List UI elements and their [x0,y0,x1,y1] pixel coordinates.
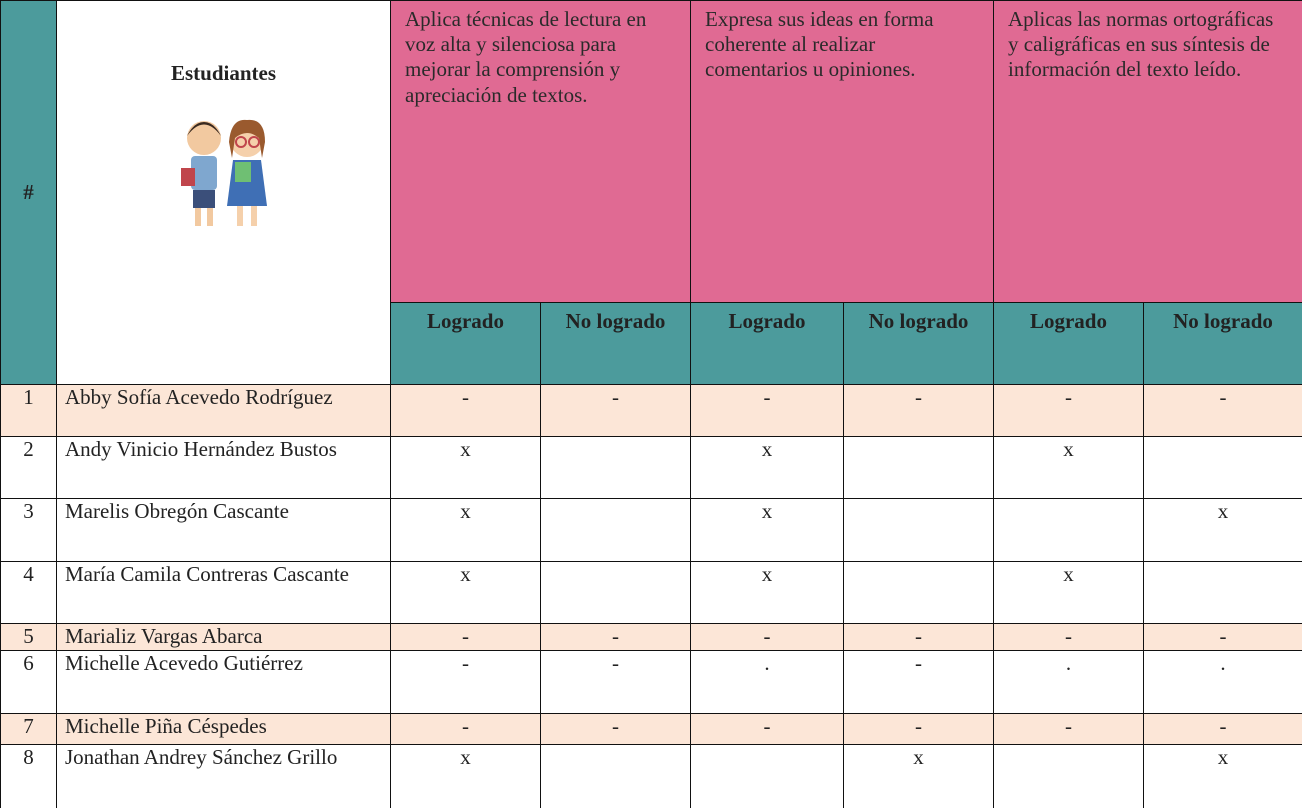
mark-cell: x [690,436,844,499]
mark-cell: x [390,561,541,624]
row-number: 2 [0,436,57,499]
header-row: # Estudiantes Aplica técnicas de lectura… [0,0,1302,385]
mark-cell: x [690,498,844,562]
mark-cell: - [540,384,691,437]
mark-cell [843,561,994,624]
row-number: 7 [0,713,57,745]
mark-cell: - [843,384,994,437]
mark-cell: - [390,384,541,437]
mark-cell: - [540,623,691,651]
indicator-header: Expresa sus ideas en forma coherente al … [690,0,994,303]
indicator-header: Aplicas las normas ortográficas y caligr… [992,0,1302,303]
mark-cell [690,744,844,808]
mark-cell: - [690,713,844,745]
mark-cell [843,436,994,499]
mark-cell: . [993,650,1144,714]
mark-cell [843,498,994,562]
indicator-header: Aplica técnicas de lectura en voz alta y… [390,0,691,303]
level-header: Logrado [993,302,1144,385]
student-row: 4 María Camila Contreras Cascante x x x [0,561,1302,624]
mark-cell: - [1142,713,1302,745]
row-number: 1 [0,384,57,437]
level-header: Logrado [690,302,844,385]
students-header: Estudiantes [56,0,391,385]
mark-cell: - [690,623,844,651]
student-name: Marelis Obregón Cascante [56,498,391,562]
mark-cell: x [390,498,541,562]
row-number: 3 [0,498,57,562]
mark-cell [1142,436,1302,499]
student-name: Andy Vinicio Hernández Bustos [56,436,391,499]
mark-cell [540,436,691,499]
row-number: 8 [0,744,57,808]
mark-cell [993,744,1144,808]
number-header: # [0,0,57,385]
mark-cell: - [993,713,1144,745]
mark-cell: - [993,384,1144,437]
mark-cell [540,744,691,808]
mark-cell: - [390,650,541,714]
mark-cell: - [540,650,691,714]
student-row: 6 Michelle Acevedo Gutiérrez - -. -.. [0,650,1302,714]
student-row: 3 Marelis Obregón Cascante x x x [0,498,1302,562]
mark-cell [1142,561,1302,624]
row-number: 5 [0,623,57,651]
mark-cell [540,498,691,562]
level-row: Logrado No logrado Logrado No logrado Lograd… [1,302,1302,385]
level-header: No logrado [1142,302,1302,385]
mark-cell: x [843,744,994,808]
student-name: Jonathan Andrey Sánchez Grillo [56,744,391,808]
mark-cell: x [993,436,1144,499]
mark-cell: x [1142,498,1302,562]
kids-illustration [180,120,267,227]
mark-cell: - [843,713,994,745]
level-header: No logrado [843,302,994,385]
level-header: No logrado [540,302,691,385]
student-name: Michelle Acevedo Gutiérrez [56,650,391,714]
mark-cell: - [690,384,844,437]
mark-cell: - [1142,623,1302,651]
student-row: 8 Jonathan Andrey Sánchez Grillo x x x [0,744,1302,808]
level-header: Logrado [390,302,541,385]
mark-cell: - [1142,384,1302,437]
mark-cell: . [690,650,844,714]
student-row: 1 Abby Sofía Acevedo Rodríguez - - - - - - [0,384,1302,437]
student-name: María Camila Contreras Cascante [56,561,391,624]
mark-cell: - [843,623,994,651]
mark-cell: . [1142,650,1302,714]
mark-cell: x [390,744,541,808]
student-row: 5 Marializ Vargas Abarca - - - - - - [0,623,1302,651]
mark-cell: x [390,436,541,499]
row-number: 6 [0,650,57,714]
student-name: Michelle Piña Céspedes [56,713,391,745]
student-row: 2 Andy Vinicio Hernández Bustos x x x [0,436,1302,499]
mark-cell: - [843,650,994,714]
mark-cell: - [540,713,691,745]
student-name: Abby Sofía Acevedo Rodríguez [56,384,391,437]
mark-cell: - [390,713,541,745]
mark-cell [993,498,1144,562]
mark-cell: - [390,623,541,651]
student-name: Marializ Vargas Abarca [56,623,391,651]
mark-cell: x [1142,744,1302,808]
mark-cell: - [993,623,1144,651]
mark-cell: x [690,561,844,624]
mark-cell [540,561,691,624]
students-title: Estudiantes [170,61,277,85]
row-number: 4 [0,561,57,624]
student-row: 7 Michelle Piña Céspedes - - - - - - [0,713,1302,745]
mark-cell: x [993,561,1144,624]
